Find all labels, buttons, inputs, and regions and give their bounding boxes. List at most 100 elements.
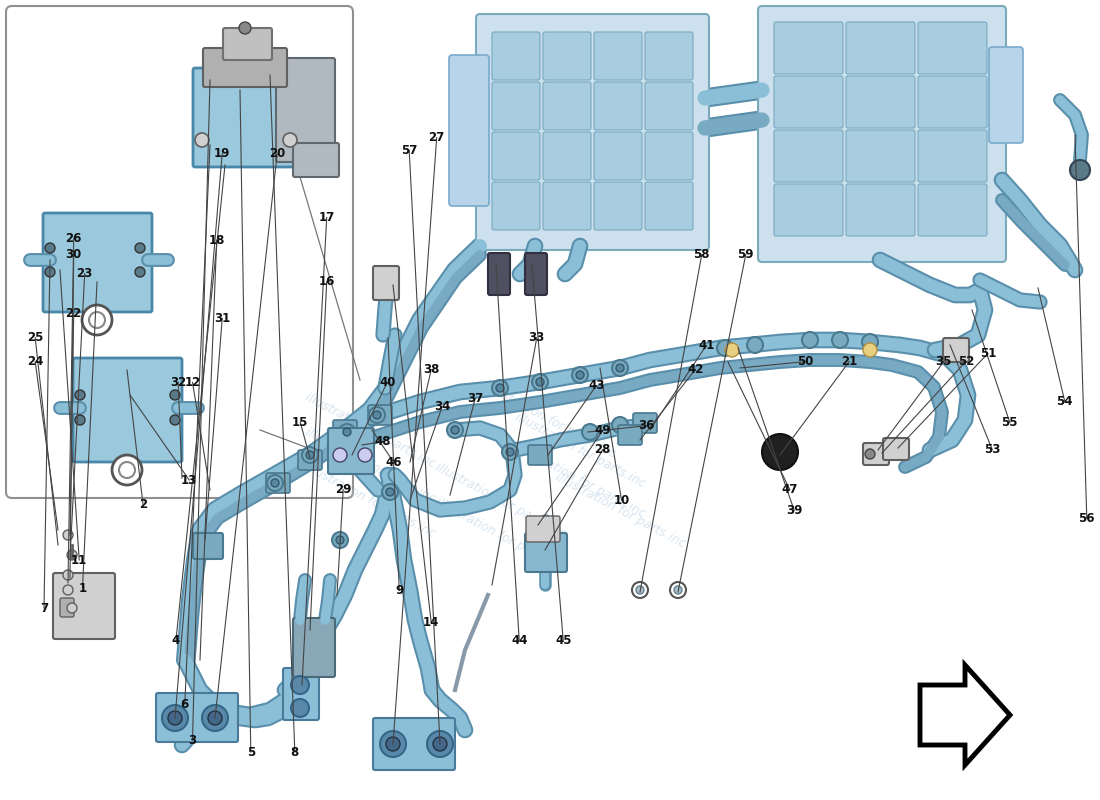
Text: 22: 22 (66, 307, 81, 320)
FancyBboxPatch shape (333, 420, 358, 440)
Circle shape (582, 424, 598, 440)
Text: 24: 24 (28, 355, 43, 368)
FancyBboxPatch shape (373, 266, 399, 300)
Circle shape (135, 243, 145, 253)
FancyBboxPatch shape (525, 533, 566, 572)
Circle shape (532, 374, 548, 390)
Text: 29: 29 (336, 483, 351, 496)
Circle shape (336, 536, 344, 544)
FancyBboxPatch shape (53, 573, 116, 639)
Circle shape (864, 343, 877, 357)
Text: 59: 59 (738, 248, 755, 261)
FancyBboxPatch shape (846, 76, 915, 128)
Text: illustration for parts.inc: illustration for parts.inc (302, 425, 438, 505)
Text: illustration for parts.inc: illustration for parts.inc (483, 380, 617, 460)
Circle shape (717, 340, 733, 356)
Text: illustration for parts.inc: illustration for parts.inc (513, 440, 648, 520)
Text: 6: 6 (180, 698, 189, 710)
FancyBboxPatch shape (192, 533, 223, 559)
Text: 15: 15 (293, 416, 308, 429)
FancyBboxPatch shape (488, 253, 510, 295)
Circle shape (536, 378, 544, 386)
Circle shape (135, 267, 145, 277)
Circle shape (725, 343, 739, 357)
FancyBboxPatch shape (918, 184, 987, 236)
FancyBboxPatch shape (846, 184, 915, 236)
Text: 31: 31 (214, 312, 230, 325)
Text: illustration for parts.inc: illustration for parts.inc (432, 460, 568, 540)
Circle shape (373, 411, 381, 419)
Circle shape (170, 415, 180, 425)
FancyBboxPatch shape (918, 76, 987, 128)
Circle shape (267, 475, 283, 491)
Circle shape (333, 448, 346, 462)
Circle shape (306, 451, 313, 459)
Circle shape (447, 422, 463, 438)
Circle shape (670, 582, 686, 598)
Text: 53: 53 (984, 443, 1000, 456)
Text: illustration for parts.inc: illustration for parts.inc (302, 390, 438, 470)
FancyBboxPatch shape (266, 473, 290, 493)
Text: illustration for parts.inc: illustration for parts.inc (302, 460, 438, 540)
FancyBboxPatch shape (618, 425, 642, 445)
Circle shape (865, 449, 874, 459)
FancyBboxPatch shape (283, 668, 319, 720)
Text: 11: 11 (72, 554, 87, 566)
Circle shape (368, 407, 385, 423)
FancyBboxPatch shape (492, 82, 540, 130)
Text: 21: 21 (842, 355, 857, 368)
Circle shape (75, 415, 85, 425)
Circle shape (239, 22, 251, 34)
FancyBboxPatch shape (223, 28, 272, 60)
Text: 58: 58 (694, 248, 711, 261)
Circle shape (67, 550, 77, 560)
FancyBboxPatch shape (864, 443, 889, 465)
FancyBboxPatch shape (543, 82, 591, 130)
Text: illustration for parts.inc: illustration for parts.inc (513, 410, 648, 490)
Text: 47: 47 (782, 483, 797, 496)
Text: 17: 17 (319, 211, 334, 224)
Text: 35: 35 (936, 355, 952, 368)
FancyBboxPatch shape (526, 516, 560, 542)
FancyBboxPatch shape (774, 22, 843, 74)
FancyBboxPatch shape (846, 130, 915, 182)
FancyBboxPatch shape (594, 132, 642, 180)
Text: 33: 33 (529, 331, 544, 344)
Text: 9: 9 (395, 584, 404, 597)
Text: 40: 40 (379, 376, 395, 389)
Text: 28: 28 (595, 443, 610, 456)
Text: 50: 50 (798, 355, 813, 368)
FancyBboxPatch shape (298, 450, 322, 470)
Text: 16: 16 (319, 275, 334, 288)
Text: 57: 57 (402, 144, 417, 157)
Text: 44: 44 (510, 634, 527, 646)
FancyBboxPatch shape (528, 445, 552, 465)
Circle shape (170, 390, 180, 400)
Circle shape (616, 364, 624, 372)
Circle shape (63, 530, 73, 540)
FancyBboxPatch shape (373, 718, 455, 770)
FancyBboxPatch shape (594, 32, 642, 80)
FancyBboxPatch shape (594, 82, 642, 130)
FancyBboxPatch shape (883, 438, 909, 460)
Circle shape (832, 332, 848, 348)
Text: 4: 4 (172, 634, 180, 646)
FancyBboxPatch shape (328, 428, 374, 474)
Text: 36: 36 (639, 419, 654, 432)
Text: 10: 10 (614, 494, 629, 506)
Text: 38: 38 (424, 363, 439, 376)
FancyBboxPatch shape (449, 55, 490, 206)
Text: 32: 32 (170, 376, 186, 389)
Circle shape (339, 424, 355, 440)
Circle shape (67, 603, 77, 613)
Circle shape (386, 488, 394, 496)
Text: 41: 41 (698, 339, 714, 352)
Text: 13: 13 (182, 474, 197, 486)
Text: 7: 7 (40, 602, 48, 614)
Circle shape (343, 428, 351, 436)
Circle shape (358, 448, 372, 462)
Text: 42: 42 (688, 363, 703, 376)
Text: 23: 23 (77, 267, 92, 280)
Circle shape (112, 455, 142, 485)
Circle shape (75, 390, 85, 400)
